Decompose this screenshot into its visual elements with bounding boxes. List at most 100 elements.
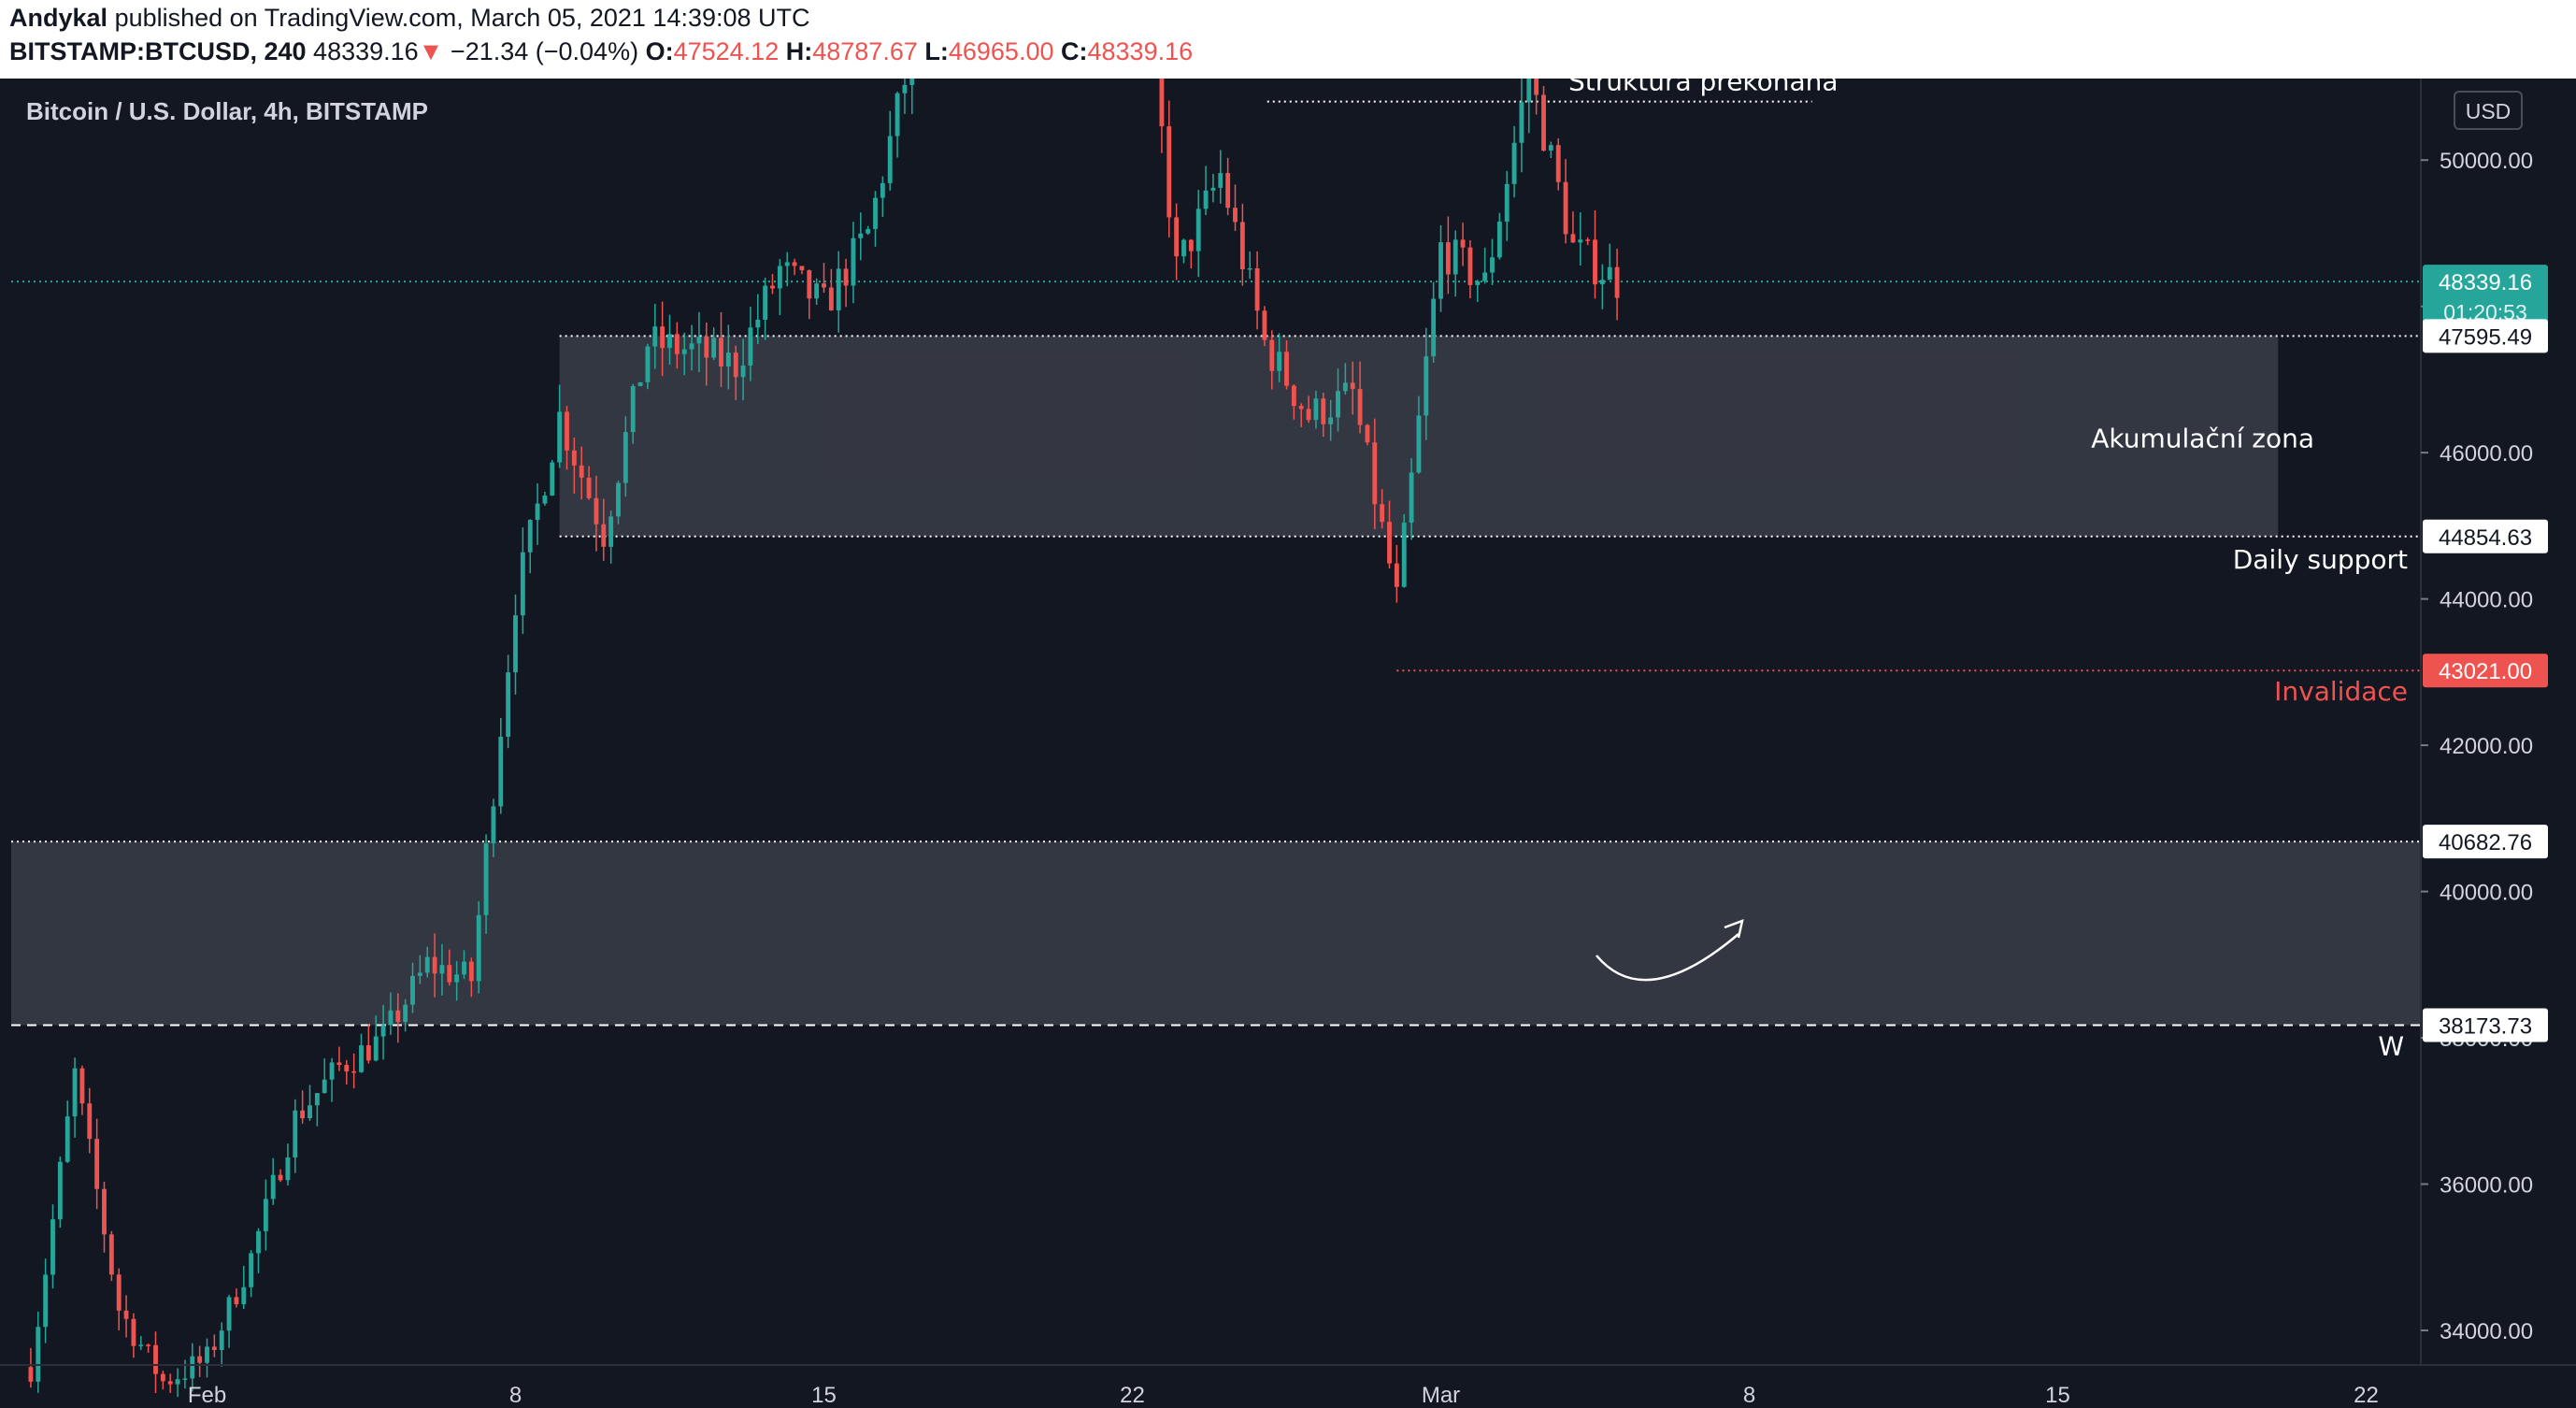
candle-body[interactable] bbox=[1504, 183, 1510, 223]
candle-body[interactable] bbox=[1203, 190, 1209, 209]
candle-body[interactable] bbox=[894, 93, 900, 136]
candle-body[interactable] bbox=[1607, 266, 1612, 280]
candle-body[interactable] bbox=[1431, 298, 1437, 357]
candle-body[interactable] bbox=[866, 228, 871, 234]
candle-body[interactable] bbox=[777, 266, 782, 289]
candle-body[interactable] bbox=[880, 182, 885, 198]
candle-body[interactable] bbox=[1416, 415, 1422, 473]
candle-body[interactable] bbox=[483, 843, 489, 915]
candle-body[interactable] bbox=[1593, 239, 1597, 285]
candle-body[interactable] bbox=[454, 974, 460, 983]
candle-body[interactable] bbox=[667, 334, 672, 349]
candle-body[interactable] bbox=[1277, 352, 1282, 371]
candle-body[interactable] bbox=[623, 432, 628, 483]
candle-body[interactable] bbox=[403, 1004, 408, 1023]
candle-body[interactable] bbox=[1254, 267, 1260, 311]
candle-body[interactable] bbox=[1526, 79, 1532, 103]
candle-body[interactable] bbox=[226, 1297, 232, 1331]
candle-body[interactable] bbox=[160, 1373, 165, 1382]
candle-body[interactable] bbox=[263, 1199, 268, 1231]
candle-body[interactable] bbox=[344, 1065, 350, 1071]
candle-body[interactable] bbox=[1321, 398, 1326, 424]
candle-body[interactable] bbox=[822, 283, 826, 288]
candle-body[interactable] bbox=[1159, 79, 1165, 127]
candle-body[interactable] bbox=[851, 237, 856, 286]
candle-body[interactable] bbox=[1313, 398, 1319, 421]
candle-body[interactable] bbox=[535, 503, 540, 521]
candle-body[interactable] bbox=[359, 1045, 364, 1072]
candle-body[interactable] bbox=[28, 1367, 34, 1382]
candle-body[interactable] bbox=[873, 197, 878, 229]
candle-body[interactable] bbox=[1496, 222, 1502, 258]
candle-body[interactable] bbox=[373, 1036, 379, 1061]
candle-body[interactable] bbox=[1357, 389, 1363, 425]
candle-body[interactable] bbox=[681, 349, 687, 354]
candle-body[interactable] bbox=[887, 136, 893, 183]
candle-body[interactable] bbox=[1195, 208, 1201, 251]
candle-body[interactable] bbox=[131, 1318, 136, 1346]
candle-body[interactable] bbox=[571, 450, 577, 466]
candle-body[interactable] bbox=[153, 1344, 158, 1374]
candle-body[interactable] bbox=[1365, 424, 1370, 443]
candle-body[interactable] bbox=[565, 411, 569, 451]
candle-body[interactable] bbox=[1284, 352, 1289, 386]
candle-body[interactable] bbox=[858, 233, 864, 238]
candle-body[interactable] bbox=[902, 84, 908, 93]
candle-body[interactable] bbox=[336, 1062, 342, 1066]
candle-body[interactable] bbox=[719, 338, 723, 367]
candle-body[interactable] bbox=[527, 520, 533, 553]
candle-body[interactable] bbox=[380, 1025, 386, 1037]
candle-body[interactable] bbox=[725, 352, 731, 367]
candle-body[interactable] bbox=[711, 338, 717, 358]
candle-body[interactable] bbox=[476, 914, 481, 982]
candle-body[interactable] bbox=[211, 1346, 217, 1350]
candle-body[interactable] bbox=[1372, 442, 1378, 505]
candle-body[interactable] bbox=[828, 287, 834, 310]
candle-body[interactable] bbox=[1460, 239, 1466, 248]
lower-support-zone[interactable] bbox=[11, 841, 2421, 1026]
candle-body[interactable] bbox=[1453, 239, 1458, 275]
candle-body[interactable] bbox=[814, 283, 820, 299]
candle-body[interactable] bbox=[322, 1079, 327, 1094]
candle-body[interactable] bbox=[219, 1330, 224, 1350]
candle-body[interactable] bbox=[1342, 382, 1348, 392]
candle-body[interactable] bbox=[1218, 173, 1224, 188]
candle-body[interactable] bbox=[689, 343, 694, 350]
candle-body[interactable] bbox=[1181, 239, 1186, 257]
candle-body[interactable] bbox=[1336, 391, 1340, 418]
candle-body[interactable] bbox=[1438, 242, 1443, 299]
candle-body[interactable] bbox=[1519, 102, 1524, 143]
candle-body[interactable] bbox=[674, 334, 680, 354]
candle-body[interactable] bbox=[256, 1230, 261, 1254]
candle-body[interactable] bbox=[1445, 242, 1451, 275]
candle-body[interactable] bbox=[579, 465, 584, 478]
candle-body[interactable] bbox=[608, 516, 614, 547]
candle-body[interactable] bbox=[410, 975, 415, 1005]
candle-body[interactable] bbox=[116, 1274, 122, 1311]
price-chart[interactable]: Struktura překonána Akumulační zona Daily … bbox=[0, 79, 2576, 1408]
candle-body[interactable] bbox=[432, 956, 437, 974]
candle-body[interactable] bbox=[1541, 94, 1546, 151]
candle-body[interactable] bbox=[300, 1110, 306, 1119]
author-name[interactable]: Andykal bbox=[9, 4, 108, 32]
candle-body[interactable] bbox=[1210, 187, 1216, 191]
candle-body[interactable] bbox=[314, 1093, 320, 1106]
candle-body[interactable] bbox=[241, 1286, 247, 1304]
candle-body[interactable] bbox=[748, 327, 753, 366]
candle-body[interactable] bbox=[293, 1110, 298, 1158]
candle-body[interactable] bbox=[138, 1344, 144, 1346]
candle-body[interactable] bbox=[1578, 239, 1583, 243]
candle-body[interactable] bbox=[594, 497, 599, 524]
candle-body[interactable] bbox=[190, 1356, 195, 1379]
candle-body[interactable] bbox=[1467, 247, 1473, 285]
candle-body[interactable] bbox=[616, 482, 621, 517]
candle-body[interactable] bbox=[1291, 385, 1296, 407]
candle-body[interactable] bbox=[586, 477, 592, 498]
candle-body[interactable] bbox=[388, 1010, 394, 1026]
candle-body[interactable] bbox=[660, 326, 665, 349]
candle-body[interactable] bbox=[285, 1157, 291, 1181]
candle-body[interactable] bbox=[1262, 310, 1267, 340]
candle-body[interactable] bbox=[807, 270, 812, 299]
candle-body[interactable] bbox=[395, 1010, 401, 1023]
candle-body[interactable] bbox=[72, 1068, 78, 1117]
